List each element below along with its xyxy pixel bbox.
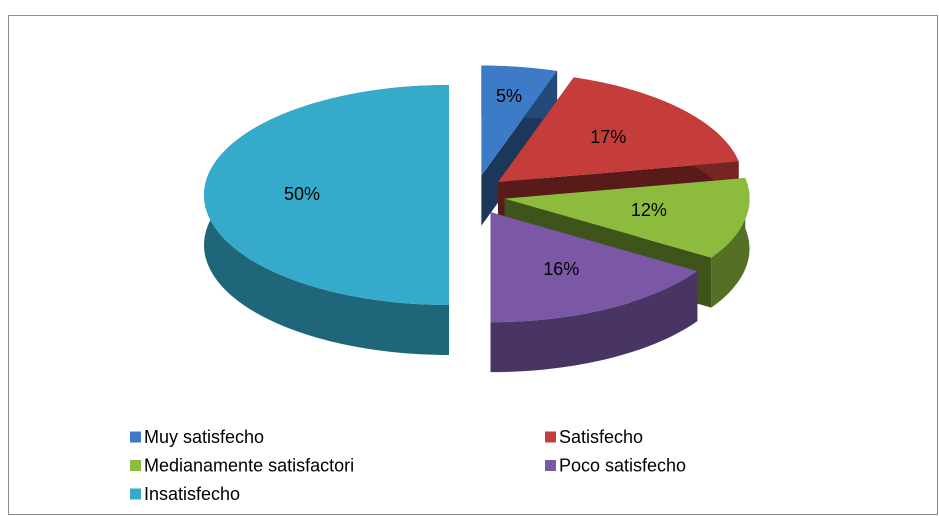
slice [490,212,698,373]
legend-label: Poco satisfecho [559,455,686,475]
slice-top [504,178,750,258]
slice-top [490,212,698,323]
slice-top [498,77,739,183]
data-label: 50% [284,184,320,204]
slice [498,77,739,233]
legend-label: Satisfecho [559,427,643,447]
chart-frame [8,15,938,515]
legend-label: Muy satisfecho [144,427,264,447]
data-label: 5% [496,86,522,106]
legend-label: Medianamente satisfactori [144,455,354,475]
legend-swatch [545,431,556,443]
slice-wall [490,271,698,373]
legend-swatch [545,460,556,471]
legend-swatch [130,431,141,443]
legend-swatch [130,488,141,500]
slice-top [204,85,449,305]
legend-swatch [130,460,141,471]
slice-wall [711,178,750,308]
slice-top [481,65,558,176]
slice [204,85,449,355]
data-label: 12% [631,200,667,220]
legend-label: Insatisfecho [144,484,240,504]
data-label: 17% [590,127,626,147]
data-label: 16% [543,259,579,279]
